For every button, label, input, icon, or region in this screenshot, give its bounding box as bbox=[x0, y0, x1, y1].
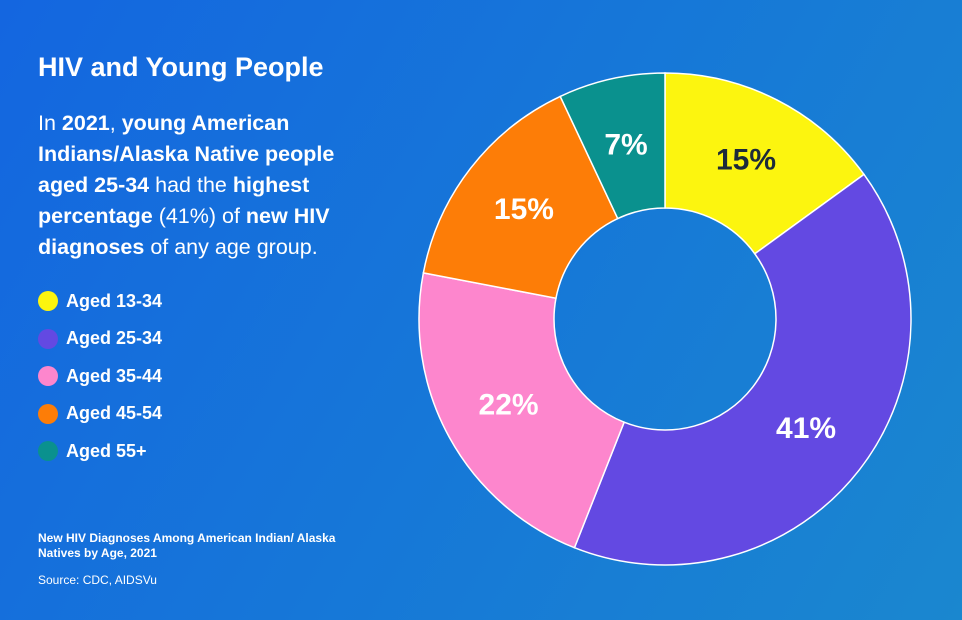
legend-swatch bbox=[38, 403, 58, 424]
slice-aged-45-54 bbox=[422, 95, 619, 300]
source-note: Source: CDC, AIDSVu bbox=[38, 573, 157, 587]
legend-item: Aged 55+ bbox=[38, 440, 162, 462]
legend-item: Aged 45-54 bbox=[38, 403, 162, 425]
legend-swatch bbox=[38, 291, 58, 311]
legend-label: Aged 25-34 bbox=[66, 328, 163, 348]
legend-label: Aged 55+ bbox=[66, 440, 147, 461]
page-title: HIV and Young People bbox=[38, 52, 324, 82]
chart-legend: Aged 13-34 Aged 25-34 Aged 35-44 Aged 45… bbox=[38, 290, 162, 478]
chart-caption: New HIV Diagnoses Among American Indian/… bbox=[38, 531, 336, 560]
legend-swatch bbox=[38, 328, 58, 349]
slice-aged-35-44 bbox=[418, 272, 626, 549]
legend-swatch bbox=[38, 441, 58, 461]
slice-label-aged-25-34: 41% bbox=[776, 412, 836, 445]
legend-item: Aged 25-34 bbox=[38, 328, 162, 350]
legend-label: Aged 35-44 bbox=[66, 365, 163, 386]
slice-label-aged-55: 7% bbox=[604, 128, 647, 161]
slice-aged-13-34 bbox=[664, 72, 866, 255]
slice-aged-25-34 bbox=[573, 173, 912, 566]
slice-label-aged-35-44: 22% bbox=[479, 388, 539, 421]
legend-swatch bbox=[38, 366, 58, 386]
slice-label-aged-45-54: 15% bbox=[494, 193, 554, 226]
legend-item: Aged 13-34 bbox=[38, 290, 162, 312]
slice-aged-55 bbox=[559, 72, 666, 220]
slice-label-aged-13-34: 15% bbox=[716, 143, 776, 176]
legend-item: Aged 35-44 bbox=[38, 365, 162, 387]
legend-label: Aged 45-54 bbox=[66, 403, 163, 423]
intro-text: In 2021, young American Indians/Alaska N… bbox=[38, 111, 335, 259]
legend-label: Aged 13-34 bbox=[66, 290, 163, 311]
